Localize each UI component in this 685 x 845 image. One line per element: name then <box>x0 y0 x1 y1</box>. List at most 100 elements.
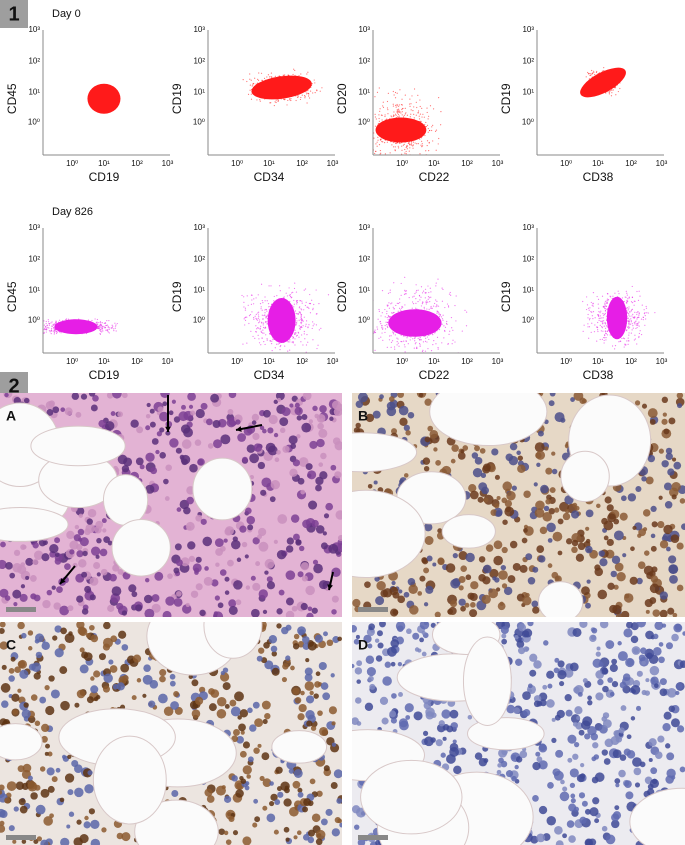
cell <box>99 548 108 557</box>
event-dot <box>304 304 307 307</box>
cell <box>33 594 41 602</box>
event-dot <box>634 300 636 302</box>
cell <box>298 457 309 467</box>
cell <box>174 543 182 551</box>
event-dot <box>99 321 102 323</box>
event-dot <box>96 321 98 323</box>
event-dot <box>406 114 409 116</box>
event-dot <box>426 341 428 343</box>
event-dot <box>444 329 446 332</box>
event-dot <box>291 341 293 343</box>
cell <box>521 537 528 544</box>
event-dot <box>287 341 289 343</box>
y-tick-label: 10⁰ <box>193 118 205 127</box>
event-dot <box>641 304 643 306</box>
event-dot <box>401 145 403 147</box>
event-dot <box>428 308 430 310</box>
event-dot <box>597 314 599 316</box>
event-dot <box>273 295 275 298</box>
cell <box>305 585 315 596</box>
event-dot <box>45 322 47 325</box>
event-dot <box>98 322 100 324</box>
event-dot <box>441 342 443 344</box>
event-dot <box>420 286 423 288</box>
event-dot <box>442 288 444 291</box>
event-dot <box>380 152 382 154</box>
event-dot <box>610 296 612 298</box>
fat-vacuole <box>102 474 149 526</box>
event-dot <box>260 325 262 327</box>
cell <box>74 524 80 530</box>
event-dot <box>303 330 305 333</box>
x-tick-label: 10³ <box>162 159 174 168</box>
event-dot <box>113 328 115 330</box>
event-dot <box>384 153 386 155</box>
event-dot <box>294 69 296 72</box>
event-dot <box>94 318 96 320</box>
event-dot <box>377 136 379 138</box>
event-dot <box>425 167 426 168</box>
cell <box>263 409 271 418</box>
event-dot <box>316 89 318 91</box>
micrograph <box>352 393 685 617</box>
event-dot <box>388 356 389 357</box>
event-dot <box>107 325 109 328</box>
event-dot <box>250 303 253 306</box>
cell <box>121 610 128 616</box>
event-dot <box>633 322 635 324</box>
event-dot <box>603 336 605 339</box>
event-dot <box>260 306 262 308</box>
event-dot <box>636 313 638 316</box>
event-dot <box>365 141 366 142</box>
event-dot <box>371 305 372 306</box>
event-dot <box>398 115 400 117</box>
event-dot <box>608 93 610 95</box>
cell <box>67 605 74 612</box>
event-dot <box>409 339 411 341</box>
event-dot <box>594 317 596 319</box>
event-dot <box>587 73 590 75</box>
event-dot <box>628 306 630 308</box>
event-dot <box>603 320 605 322</box>
event-dot <box>321 87 323 89</box>
event-dot <box>419 99 421 101</box>
event-dot <box>300 315 302 317</box>
event-dot <box>376 91 379 93</box>
event-dot <box>260 344 262 346</box>
event-dot <box>268 285 270 287</box>
event-dot <box>602 330 604 332</box>
event-dot <box>386 141 388 143</box>
event-dot <box>308 307 310 309</box>
cell <box>311 607 318 614</box>
event-dot <box>439 313 442 316</box>
event-dot <box>412 302 415 305</box>
event-dot <box>48 330 51 332</box>
event-dot <box>631 329 633 331</box>
event-dot <box>409 156 410 157</box>
event-dot <box>369 140 370 141</box>
event-dot <box>428 150 430 152</box>
event-dot <box>393 311 395 314</box>
event-dot <box>441 323 443 325</box>
event-dot <box>314 92 316 94</box>
cell <box>76 550 84 558</box>
event-dot <box>378 120 381 122</box>
event-dot <box>115 330 117 332</box>
event-dot <box>301 309 303 311</box>
cell <box>143 594 153 604</box>
event-dot <box>267 74 270 76</box>
event-dot <box>306 334 308 336</box>
event-dot <box>636 343 638 345</box>
y-axis-label: CD45 <box>5 281 19 312</box>
event-dot <box>628 324 630 326</box>
cell <box>245 507 252 515</box>
event-dot <box>101 331 103 333</box>
event-dot <box>632 327 634 329</box>
event-dot <box>294 333 296 336</box>
cell <box>199 609 206 617</box>
event-dot <box>626 292 628 294</box>
event-dot <box>51 325 53 327</box>
cell <box>270 479 281 490</box>
density-plot <box>580 67 626 98</box>
event-dot <box>253 318 255 320</box>
